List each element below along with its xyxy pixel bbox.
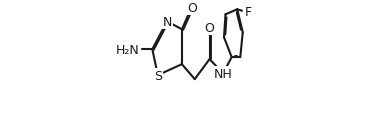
Text: NH: NH xyxy=(214,67,232,80)
Text: N: N xyxy=(162,16,172,29)
Text: O: O xyxy=(187,2,197,15)
Text: H₂N: H₂N xyxy=(115,43,139,56)
Text: S: S xyxy=(154,69,162,82)
Text: F: F xyxy=(244,6,252,19)
Text: O: O xyxy=(205,22,214,34)
